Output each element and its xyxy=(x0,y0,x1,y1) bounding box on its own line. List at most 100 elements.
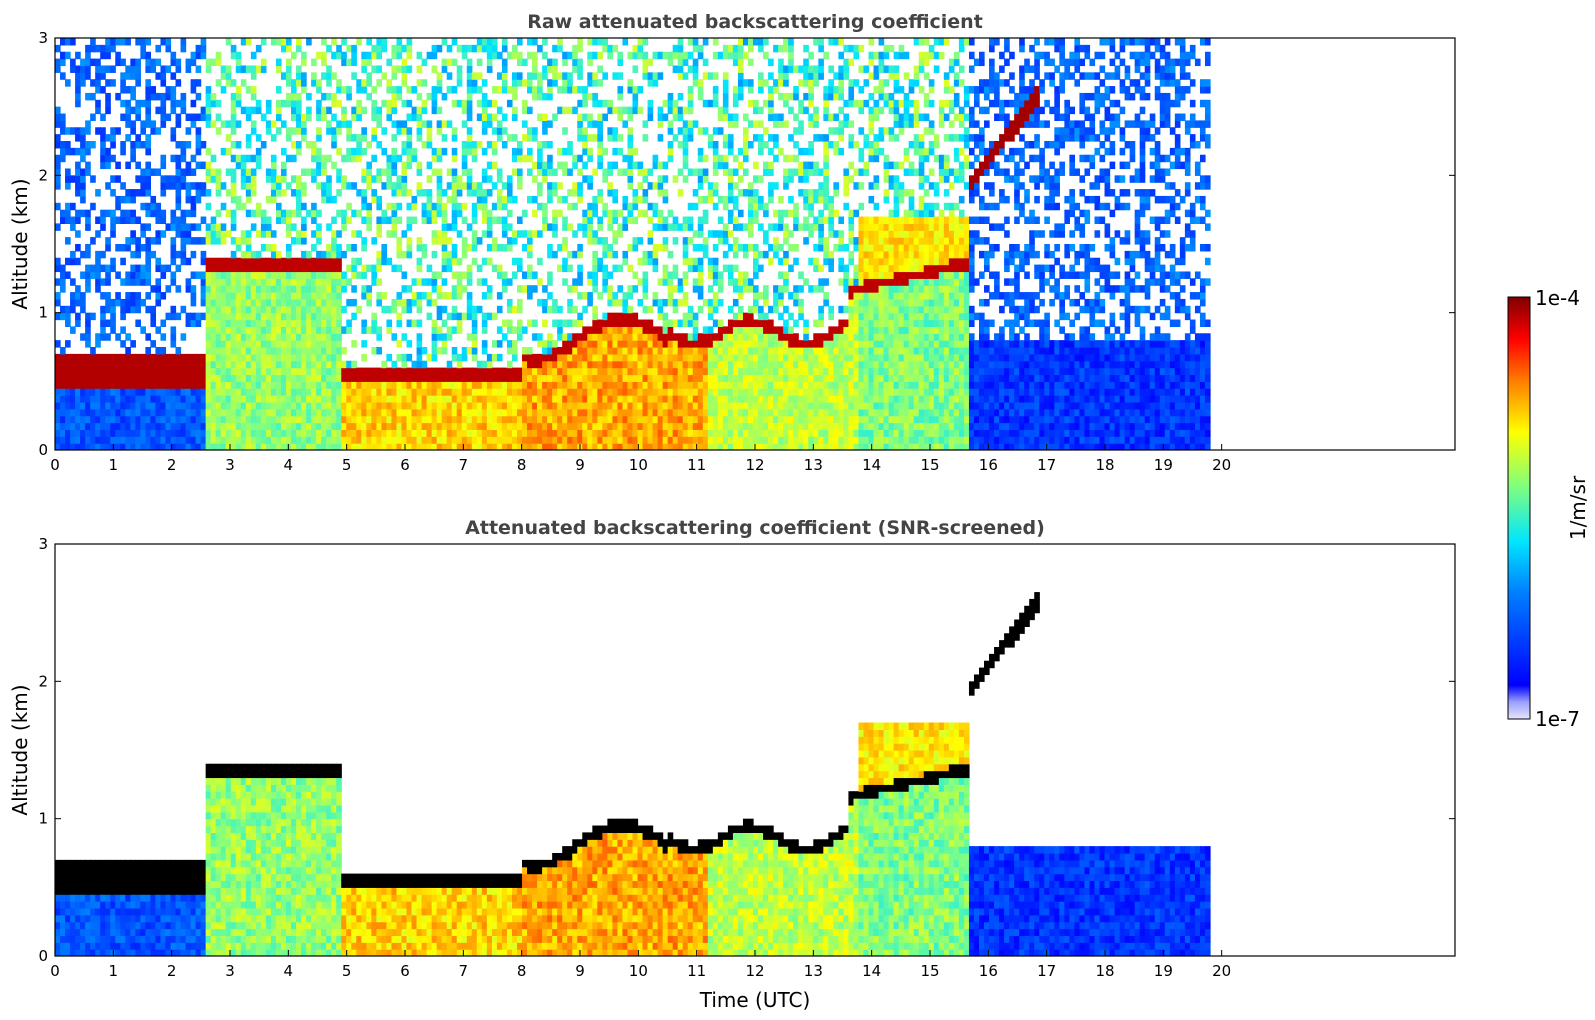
heatmap-cell xyxy=(230,154,237,163)
heatmap-cell xyxy=(301,388,307,396)
heatmap-cell xyxy=(170,381,177,389)
heatmap-cell xyxy=(642,120,649,128)
heatmap-cell xyxy=(140,202,146,211)
heatmap-cell xyxy=(597,353,603,362)
heatmap-cell xyxy=(321,443,327,450)
heatmap-cell xyxy=(496,264,503,273)
heatmap-cell xyxy=(582,333,588,341)
heatmap-cell xyxy=(466,443,473,450)
heatmap-cell xyxy=(190,319,197,327)
heatmap-cell xyxy=(522,436,528,444)
heatmap-cell xyxy=(617,230,624,238)
heatmap-cell xyxy=(396,340,403,348)
heatmap-cell xyxy=(577,429,583,437)
heatmap-cell xyxy=(235,292,242,300)
heatmap-cell xyxy=(476,443,483,450)
heatmap-cell xyxy=(637,429,644,437)
heatmap-cell xyxy=(527,443,533,450)
heatmap-cell xyxy=(65,422,71,430)
heatmap-cell xyxy=(662,113,669,121)
heatmap-cell xyxy=(245,415,252,424)
heatmap-cell xyxy=(270,422,277,430)
heatmap-cell xyxy=(687,333,694,341)
heatmap-cell xyxy=(421,381,428,389)
heatmap-cell xyxy=(471,305,478,314)
heatmap-cell xyxy=(195,401,202,410)
heatmap-cell xyxy=(130,415,136,424)
heatmap-cell xyxy=(587,298,593,307)
heatmap-cell xyxy=(466,79,473,87)
heatmap-cell xyxy=(486,401,493,410)
heatmap-cell xyxy=(682,250,689,259)
heatmap-cell xyxy=(426,374,433,382)
heatmap-cell xyxy=(235,360,242,369)
heatmap-cell xyxy=(115,436,121,444)
heatmap-cell xyxy=(416,401,423,410)
heatmap-cell xyxy=(592,374,598,382)
heatmap-cell xyxy=(436,381,443,389)
heatmap-cell xyxy=(542,223,548,231)
heatmap-cell xyxy=(65,436,71,444)
heatmap-cell xyxy=(80,134,86,142)
heatmap-cell xyxy=(592,395,598,403)
heatmap-cell xyxy=(70,395,76,403)
heatmap-cell xyxy=(140,298,146,307)
heatmap-cell xyxy=(220,333,227,341)
heatmap-cell xyxy=(662,161,669,170)
heatmap-cell xyxy=(577,182,583,190)
heatmap-cell xyxy=(356,401,362,410)
heatmap-cell xyxy=(155,168,162,176)
heatmap-cell xyxy=(496,106,503,115)
heatmap-cell xyxy=(351,271,357,279)
heatmap-cell xyxy=(165,360,172,369)
heatmap-cell xyxy=(637,347,644,355)
heatmap-cell xyxy=(381,367,388,376)
heatmap-cell xyxy=(607,244,614,252)
heatmap-cell xyxy=(406,388,413,396)
heatmap-cell xyxy=(692,415,699,424)
heatmap-cell xyxy=(296,120,302,128)
heatmap-cell xyxy=(727,216,734,224)
heatmap-cell xyxy=(461,51,468,60)
heatmap-cell xyxy=(522,99,528,108)
heatmap-cell xyxy=(195,319,202,327)
heatmap-cell xyxy=(230,51,237,60)
heatmap-cell xyxy=(687,312,694,321)
heatmap-cell xyxy=(717,154,724,163)
heatmap-cell xyxy=(215,326,222,334)
heatmap-cell xyxy=(301,250,307,259)
heatmap-cell xyxy=(135,271,141,279)
heatmap-cell xyxy=(737,395,744,403)
heatmap-cell xyxy=(677,113,684,121)
heatmap-cell xyxy=(270,134,277,142)
heatmap-cell xyxy=(737,360,744,369)
heatmap-cell xyxy=(441,264,448,273)
heatmap-cell xyxy=(552,72,558,80)
heatmap-cell xyxy=(95,127,101,135)
heatmap-cell xyxy=(461,395,468,403)
heatmap-cell xyxy=(85,120,91,128)
heatmap-cell xyxy=(572,44,578,53)
heatmap-cell xyxy=(80,127,86,135)
heatmap-cell xyxy=(471,333,478,341)
heatmap-cell xyxy=(65,209,71,218)
heatmap-cell xyxy=(55,367,61,376)
heatmap-cell xyxy=(95,99,101,108)
heatmap-cell xyxy=(662,319,669,327)
heatmap-cell xyxy=(732,326,739,334)
heatmap-cell xyxy=(55,264,61,273)
heatmap-cell xyxy=(527,51,533,60)
heatmap-cell xyxy=(235,244,242,252)
heatmap-cell xyxy=(316,264,322,273)
heatmap-cell xyxy=(190,86,197,94)
heatmap-cell xyxy=(592,120,598,128)
heatmap-cell xyxy=(291,353,297,362)
heatmap-cell xyxy=(476,237,483,245)
heatmap-cell xyxy=(532,443,538,450)
heatmap-cell xyxy=(476,305,483,314)
heatmap-cell xyxy=(235,319,242,327)
heatmap-cell xyxy=(140,429,146,437)
heatmap-cell xyxy=(240,168,247,176)
heatmap-cell xyxy=(185,388,192,396)
heatmap-cell xyxy=(356,271,362,279)
